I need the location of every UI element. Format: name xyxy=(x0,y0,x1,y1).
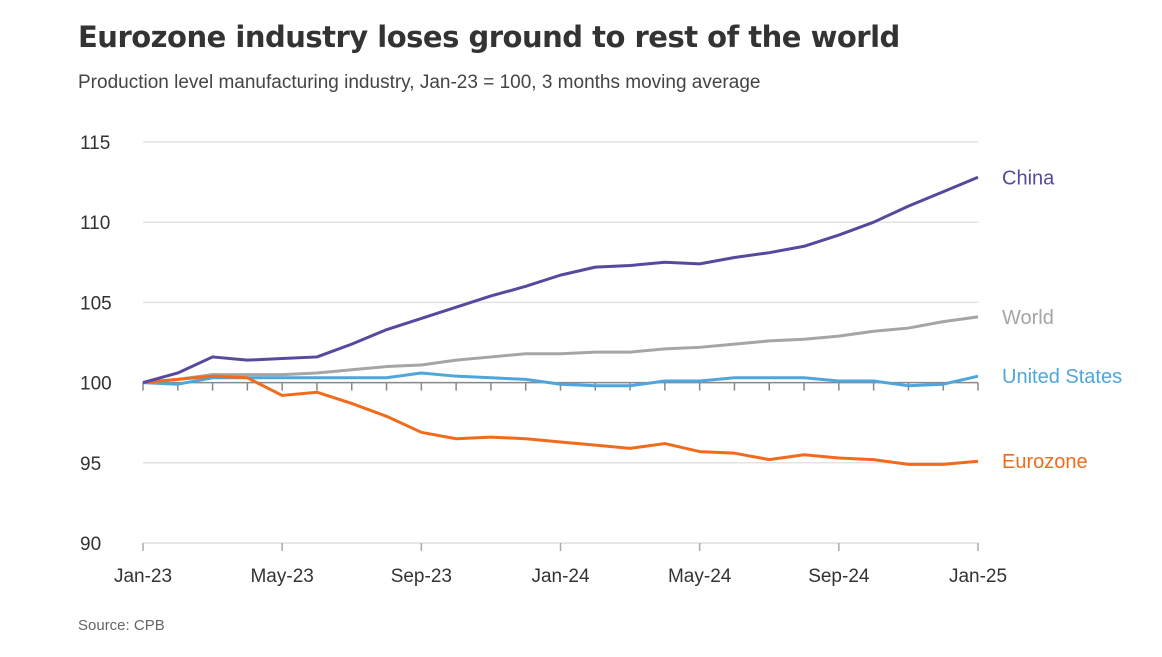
series-line-eurozone xyxy=(142,374,979,466)
series-line-china xyxy=(142,175,979,385)
x-tick-label: Jan-23 xyxy=(114,566,172,587)
x-tick-label: Jan-24 xyxy=(531,566,590,587)
series-line-world xyxy=(142,315,979,385)
series-label-eurozone: Eurozone xyxy=(1002,451,1088,473)
chart-subtitle: Production level manufacturing industry,… xyxy=(78,72,761,93)
x-tick-label: May-23 xyxy=(250,566,313,587)
chart-source: Source: CPB xyxy=(78,617,165,634)
series-label-united-states: United States xyxy=(1002,366,1122,388)
chart-title: Eurozone industry loses ground to rest o… xyxy=(78,20,900,54)
y-tick-label: 115 xyxy=(80,133,110,154)
y-tick-label: 105 xyxy=(80,293,112,314)
y-tick-label: 90 xyxy=(80,534,101,555)
x-tick-label: Sep-24 xyxy=(808,566,870,587)
y-tick-label: 95 xyxy=(80,454,101,475)
x-tick-label: May-24 xyxy=(668,566,732,587)
y-tick-label: 100 xyxy=(80,374,112,395)
x-tick-label: Sep-23 xyxy=(391,566,452,587)
x-tick-label: Jan-25 xyxy=(949,566,1007,587)
series-line-united-states xyxy=(142,371,979,388)
series-label-world: World xyxy=(1002,307,1054,329)
y-tick-label: 110 xyxy=(80,213,110,234)
series-label-china: China xyxy=(1002,167,1055,189)
